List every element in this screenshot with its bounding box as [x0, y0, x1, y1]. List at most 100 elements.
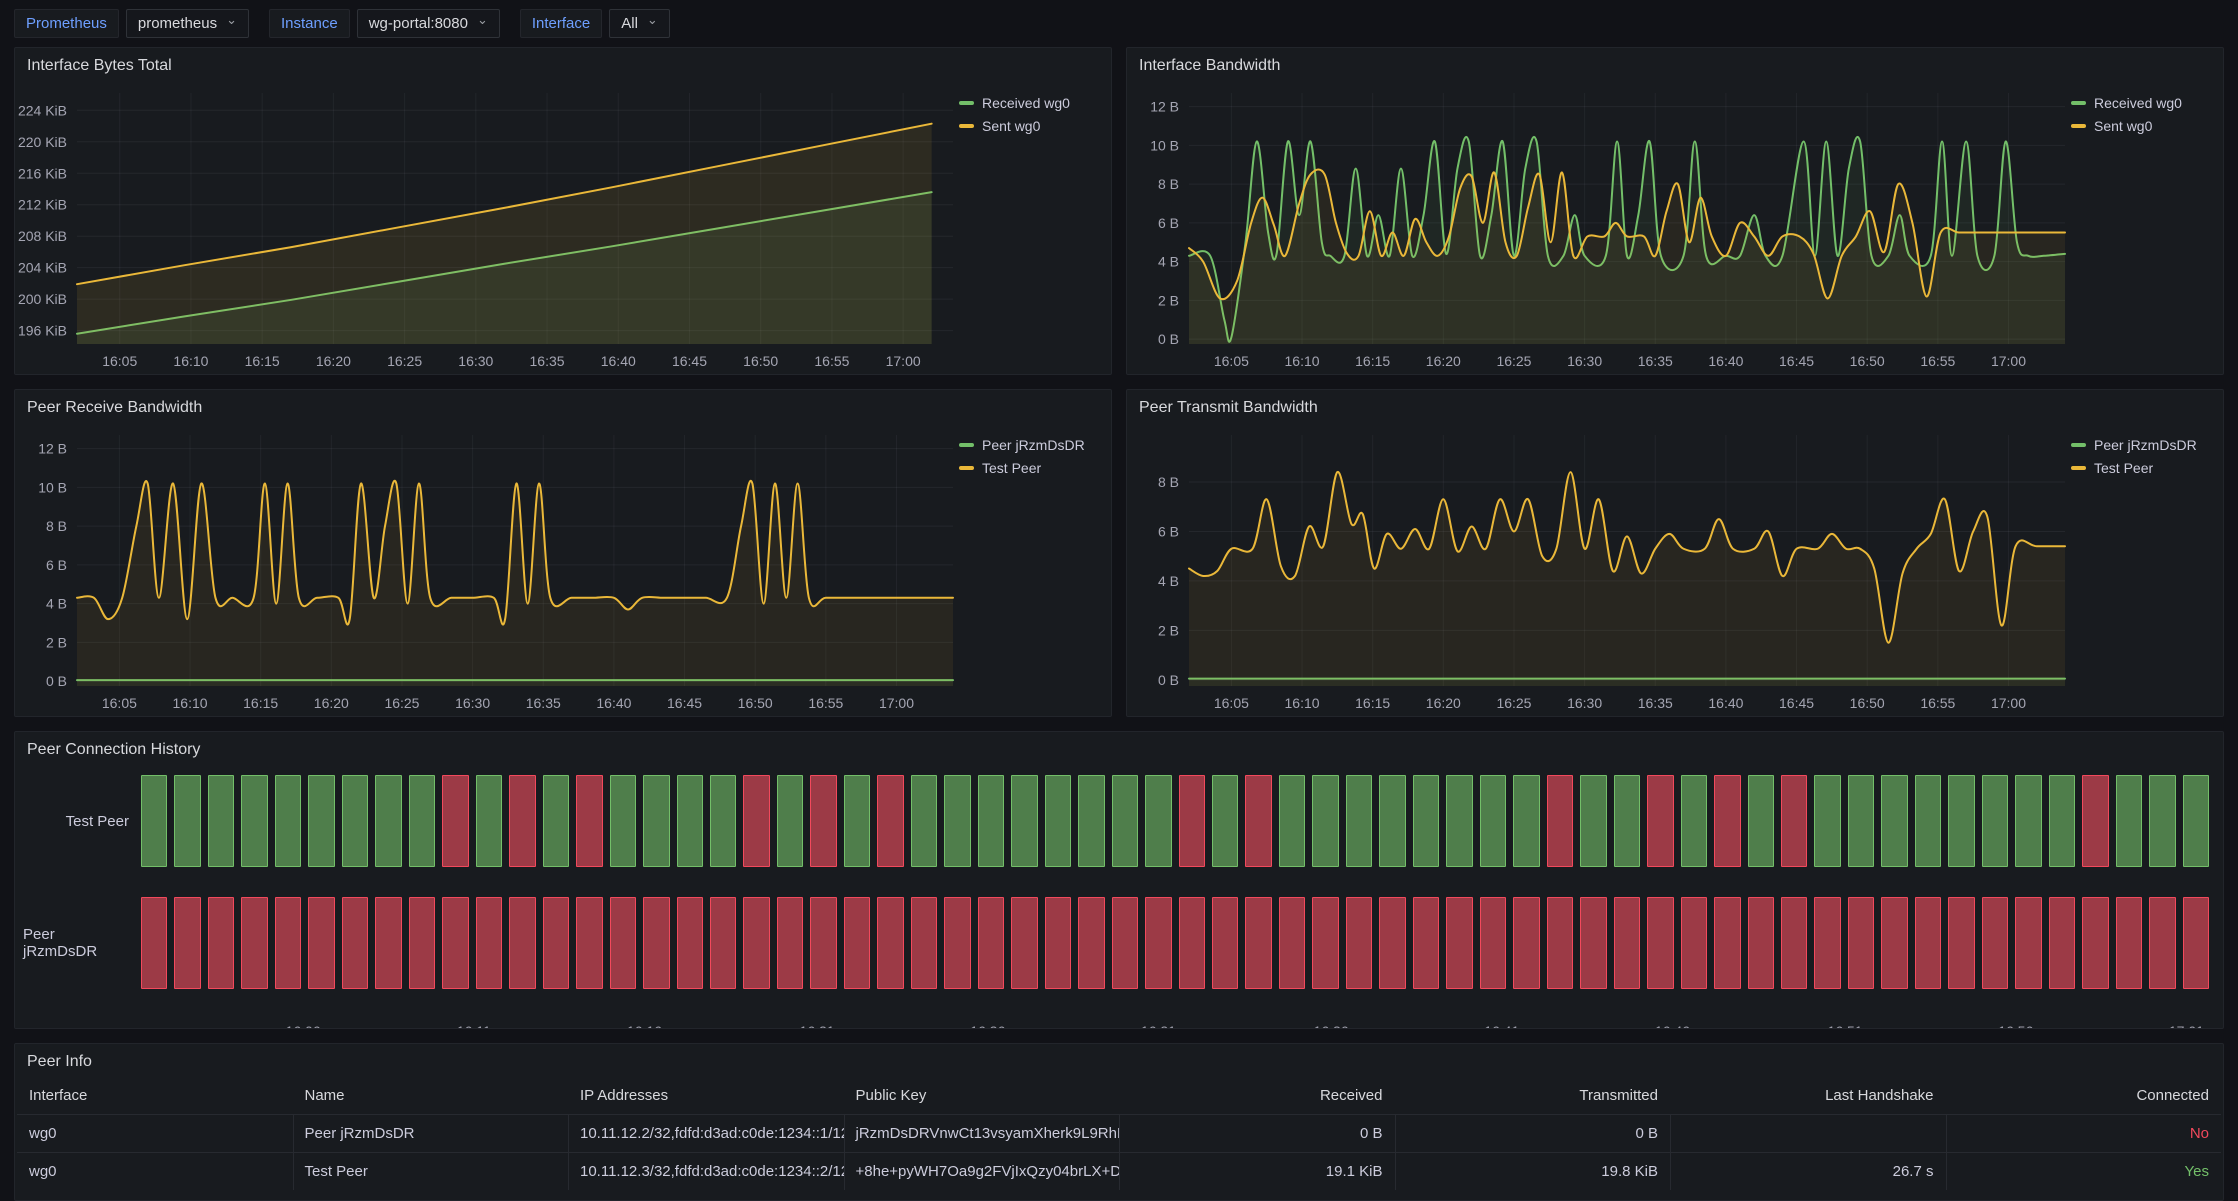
state-disconnected-bar — [743, 897, 769, 989]
svg-text:16:10: 16:10 — [173, 353, 208, 369]
table-header-public-key[interactable]: Public Key — [844, 1077, 1120, 1114]
svg-text:4 B: 4 B — [1158, 573, 1179, 589]
legend-item[interactable]: Peer jRzmDsDR — [2071, 437, 2215, 453]
table-header-connected[interactable]: Connected — [1946, 1077, 2222, 1114]
variable-dropdown-interface[interactable]: All⌄ — [609, 9, 670, 38]
state-disconnected-bar — [1781, 897, 1807, 989]
state-disconnected-bar — [1580, 897, 1606, 989]
svg-text:16:55: 16:55 — [808, 695, 843, 711]
interface-bandwidth-chart: 0 B2 B4 B6 B8 B10 B12 B16:0516:1016:1516… — [1127, 79, 2071, 374]
variable-dropdown-prometheus[interactable]: prometheus⌄ — [126, 9, 249, 38]
state-connected-bar — [844, 775, 870, 867]
variable-dropdown-instance[interactable]: wg-portal:8080⌄ — [357, 9, 500, 38]
svg-text:16:30: 16:30 — [455, 695, 490, 711]
svg-text:16:30: 16:30 — [1567, 695, 1602, 711]
svg-text:16:20: 16:20 — [316, 353, 351, 369]
state-disconnected-bar — [275, 897, 301, 989]
legend-item[interactable]: Sent wg0 — [2071, 118, 2215, 134]
state-connected-bar — [1413, 775, 1439, 867]
table-header-interface[interactable]: Interface — [17, 1077, 293, 1114]
table-cell: 0 B — [1119, 1114, 1395, 1152]
svg-text:16:20: 16:20 — [1426, 695, 1461, 711]
state-connected-bar — [275, 775, 301, 867]
legend-series-label: Sent wg0 — [982, 118, 1040, 134]
panel-title[interactable]: Peer Receive Bandwidth — [15, 390, 1111, 421]
svg-text:16:45: 16:45 — [672, 353, 707, 369]
state-disconnected-bar — [1614, 897, 1640, 989]
state-disconnected-bar — [2015, 897, 2041, 989]
state-disconnected-bar — [342, 897, 368, 989]
state-disconnected-bar — [1179, 775, 1205, 867]
state-disconnected-bar — [1915, 897, 1941, 989]
state-connected-bar — [610, 775, 636, 867]
table-header-transmitted[interactable]: Transmitted — [1395, 1077, 1671, 1114]
legend-item[interactable]: Received wg0 — [2071, 95, 2215, 111]
svg-text:16:35: 16:35 — [530, 353, 565, 369]
state-connected-bar — [1982, 775, 2008, 867]
timeline-axis-tick: 16:56 — [1998, 1023, 2033, 1029]
legend-series-label: Peer jRzmDsDR — [982, 437, 1085, 453]
legend-item[interactable]: Received wg0 — [959, 95, 1103, 111]
bytes-total-legend: Received wg0 Sent wg0 — [959, 79, 1111, 374]
timeline-bars — [141, 775, 2209, 867]
state-connected-bar — [476, 775, 502, 867]
state-disconnected-bar — [476, 897, 502, 989]
svg-text:16:35: 16:35 — [1638, 353, 1673, 369]
panel-title[interactable]: Peer Info — [15, 1044, 2223, 1075]
state-disconnected-bar — [576, 897, 602, 989]
peer-transmit-legend: Peer jRzmDsDR Test Peer — [2071, 421, 2223, 716]
legend-series-color — [2071, 466, 2086, 470]
state-disconnected-bar — [1346, 897, 1372, 989]
state-connected-bar — [1681, 775, 1707, 867]
table-header-received[interactable]: Received — [1119, 1077, 1395, 1114]
state-disconnected-bar — [1312, 897, 1338, 989]
svg-text:16:20: 16:20 — [314, 695, 349, 711]
timeline-axis-tick: 17:01 — [2169, 1023, 2204, 1029]
table-header-ip-addresses[interactable]: IP Addresses — [568, 1077, 844, 1114]
legend-item[interactable]: Test Peer — [959, 460, 1103, 476]
legend-series-label: Received wg0 — [2094, 95, 2182, 111]
legend-series-color — [959, 101, 974, 105]
svg-text:2 B: 2 B — [1158, 292, 1179, 308]
table-cell: 10.11.12.3/32,fdfd:d3ad:c0de:1234::2/128 — [568, 1152, 844, 1190]
state-connected-bar — [1279, 775, 1305, 867]
variable-label-prometheus: Prometheus — [14, 9, 119, 38]
timeline-axis-tick: 16:46 — [1655, 1023, 1690, 1029]
svg-text:8 B: 8 B — [1158, 474, 1179, 490]
legend-item[interactable]: Sent wg0 — [959, 118, 1103, 134]
panel-title[interactable]: Peer Transmit Bandwidth — [1127, 390, 2223, 421]
state-disconnected-bar — [1547, 897, 1573, 989]
peer-transmit-chart: 0 B2 B4 B6 B8 B16:0516:1016:1516:2016:25… — [1127, 421, 2071, 716]
timeline-axis-tick: 16:06 — [286, 1023, 321, 1029]
table-header-name[interactable]: Name — [293, 1077, 569, 1114]
chevron-down-icon: ⌄ — [477, 16, 488, 24]
chevron-down-icon: ⌄ — [647, 16, 658, 24]
state-connected-bar — [2116, 775, 2142, 867]
state-connected-bar — [141, 775, 167, 867]
state-connected-bar — [1848, 775, 1874, 867]
panel-title[interactable]: Interface Bandwidth — [1127, 48, 2223, 79]
dashboard-variables: Prometheusprometheus⌄Instancewg-portal:8… — [0, 0, 2238, 40]
legend-item[interactable]: Test Peer — [2071, 460, 2215, 476]
state-disconnected-bar — [1045, 897, 1071, 989]
svg-text:6 B: 6 B — [1158, 523, 1179, 539]
state-disconnected-bar — [1212, 897, 1238, 989]
table-header-last-handshake[interactable]: Last Handshake — [1670, 1077, 1946, 1114]
legend-series-color — [2071, 101, 2086, 105]
legend-item[interactable]: Peer jRzmDsDR — [959, 437, 1103, 453]
svg-text:4 B: 4 B — [1158, 254, 1179, 270]
state-disconnected-bar — [409, 897, 435, 989]
svg-text:2 B: 2 B — [46, 634, 67, 650]
panel-title[interactable]: Interface Bytes Total — [15, 48, 1111, 79]
panel-title[interactable]: Peer Connection History — [15, 732, 2223, 763]
state-disconnected-bar — [2183, 897, 2209, 989]
state-connected-bar — [1915, 775, 1941, 867]
svg-text:16:40: 16:40 — [601, 353, 636, 369]
state-disconnected-bar — [509, 897, 535, 989]
svg-text:16:05: 16:05 — [102, 353, 137, 369]
state-disconnected-bar — [1814, 897, 1840, 989]
table-cell: 26.7 s — [1670, 1152, 1946, 1190]
state-connected-bar — [342, 775, 368, 867]
svg-text:16:25: 16:25 — [1496, 695, 1531, 711]
svg-text:16:35: 16:35 — [526, 695, 561, 711]
